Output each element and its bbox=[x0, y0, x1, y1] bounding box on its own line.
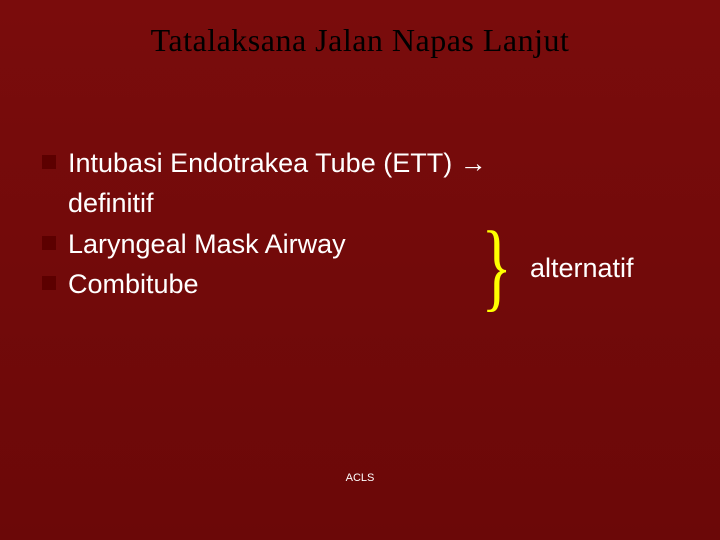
bullet-continuation-1: definitif bbox=[68, 185, 690, 221]
bullet-text-2: Laryngeal Mask Airway bbox=[68, 226, 346, 262]
bullet-square-icon bbox=[42, 155, 56, 169]
bullet-square-icon bbox=[42, 276, 56, 290]
slide-footer: ACLS bbox=[0, 472, 720, 484]
slide-title: Tatalaksana Jalan Napas Lanjut bbox=[0, 0, 720, 59]
bullet-item-1: Intubasi Endotrakea Tube (ETT) → bbox=[42, 145, 690, 181]
curly-brace-icon: } bbox=[481, 210, 511, 323]
bullet-square-icon bbox=[42, 236, 56, 250]
brace-label: alternatif bbox=[530, 253, 634, 284]
bullet-text-3: Combitube bbox=[68, 266, 199, 302]
arrow-icon: → bbox=[460, 148, 487, 178]
bullet-text-1: Intubasi Endotrakea Tube (ETT) → bbox=[68, 145, 487, 181]
